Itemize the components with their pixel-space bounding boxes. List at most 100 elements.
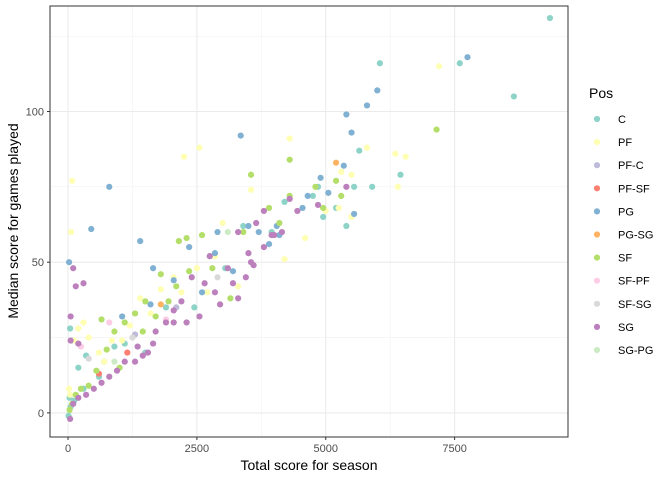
point-c xyxy=(356,147,363,154)
y-axis: 0 50 100 xyxy=(26,106,50,420)
point-sf xyxy=(173,283,180,290)
legend-label-pg-sg: PG-SG xyxy=(618,230,653,242)
grid-major xyxy=(50,6,568,437)
y-tick-label: 0 xyxy=(38,408,44,420)
point-pg-sg xyxy=(157,301,164,308)
point-pf xyxy=(126,322,133,329)
point-sf xyxy=(338,192,345,199)
legend-key-pf-c xyxy=(593,162,601,169)
legend-key-pf-sf xyxy=(593,185,601,192)
data-points xyxy=(65,14,554,423)
point-sg xyxy=(235,295,242,302)
point-pf xyxy=(178,289,185,296)
point-sf xyxy=(186,268,193,275)
x-tick-label: 5000 xyxy=(314,443,338,455)
x-tick-label: 0 xyxy=(65,443,71,455)
point-sg xyxy=(260,244,268,251)
point-pg xyxy=(343,111,350,118)
point-pf xyxy=(348,171,355,178)
point-pg xyxy=(464,54,471,61)
point-c xyxy=(546,14,554,22)
point-sg xyxy=(278,228,286,236)
point-sg xyxy=(162,319,170,326)
point-sg xyxy=(152,328,159,335)
point-sf xyxy=(66,406,73,413)
point-sg xyxy=(183,319,190,326)
point-pf xyxy=(180,153,188,160)
point-c xyxy=(162,304,170,311)
point-c xyxy=(309,192,316,199)
point-sf xyxy=(265,204,273,212)
point-sg xyxy=(253,219,260,227)
point-sg xyxy=(139,352,146,359)
point-sg xyxy=(67,313,74,320)
point-sg-pg xyxy=(111,358,118,365)
point-pf xyxy=(302,234,309,242)
point-sg xyxy=(343,183,350,190)
point-sg xyxy=(250,262,257,269)
point-sf xyxy=(209,265,216,272)
point-pg xyxy=(170,277,177,284)
point-c xyxy=(67,325,74,332)
point-pf xyxy=(335,204,342,212)
point-pg xyxy=(88,225,95,233)
point-pg xyxy=(106,183,113,190)
point-sg xyxy=(170,319,177,326)
legend-label-sf-pf: SF-PF xyxy=(618,276,650,288)
legend-key-pg-sg xyxy=(593,231,601,238)
point-pg xyxy=(350,210,358,218)
point-pg xyxy=(304,192,311,199)
x-tick-label: 2500 xyxy=(185,443,209,455)
point-sf xyxy=(332,177,340,184)
point-pg-sg xyxy=(332,159,340,166)
point-pg xyxy=(229,268,237,275)
point-sf-pf xyxy=(106,319,113,326)
point-pf xyxy=(363,144,371,151)
point-c xyxy=(111,343,118,350)
point-sg xyxy=(188,274,195,281)
point-pg xyxy=(211,250,219,257)
point-pg xyxy=(186,244,193,251)
point-sf xyxy=(77,385,85,392)
legend-key-c xyxy=(593,115,601,123)
point-sf xyxy=(183,234,190,242)
legend-key-pg xyxy=(593,208,601,215)
legend-label-sf: SF xyxy=(618,253,632,265)
point-pf xyxy=(147,310,154,317)
legend-label-pf-sf: PF-SF xyxy=(618,183,650,195)
point-pg xyxy=(147,301,154,308)
point-pg xyxy=(340,162,347,169)
point-sf xyxy=(175,237,182,245)
point-sg xyxy=(70,265,77,272)
point-c xyxy=(191,304,198,311)
point-pg xyxy=(149,265,157,272)
legend-title: Pos xyxy=(589,85,613,101)
x-tick-label: 7500 xyxy=(442,443,466,455)
point-sg xyxy=(314,201,322,209)
point-sg xyxy=(229,280,237,287)
x-axis-title: Total score for season xyxy=(241,457,378,473)
point-sg xyxy=(134,343,141,350)
point-c xyxy=(369,183,376,190)
point-pf xyxy=(67,391,74,398)
point-sg xyxy=(242,274,249,281)
point-sg xyxy=(90,385,97,392)
point-sg xyxy=(178,298,185,305)
point-pf xyxy=(235,283,242,290)
legend-key-sf xyxy=(593,254,601,261)
legend-label-pf-c: PF-C xyxy=(618,160,644,172)
point-sf xyxy=(157,271,164,278)
point-sf xyxy=(247,171,255,178)
point-pg xyxy=(237,132,244,139)
point-pf xyxy=(196,144,203,151)
point-sg xyxy=(170,307,177,314)
point-pg xyxy=(65,259,73,266)
point-sg xyxy=(235,228,242,236)
point-sg xyxy=(106,373,113,380)
point-sf-sg xyxy=(129,334,136,341)
point-pg xyxy=(325,189,332,196)
point-sg xyxy=(149,340,157,347)
point-pg xyxy=(299,204,306,212)
legend-key-sg xyxy=(593,323,601,330)
